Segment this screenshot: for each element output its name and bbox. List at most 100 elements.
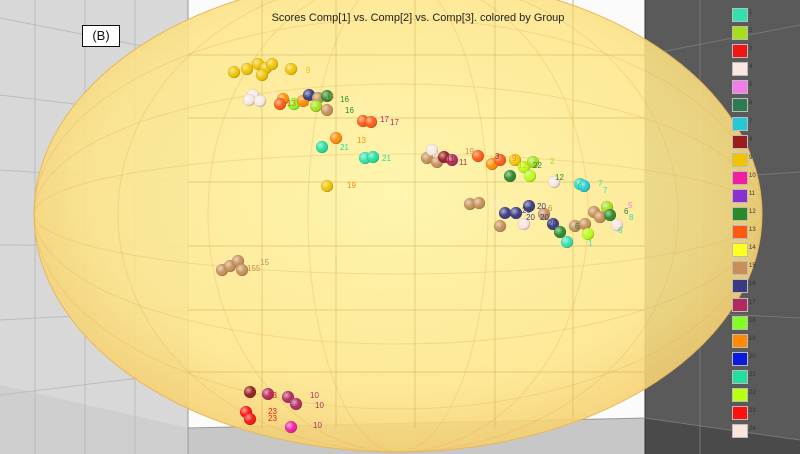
data-point-shading [254,95,266,107]
point-label: 10 [310,391,319,400]
data-point-shading [285,421,297,433]
data-point-shading [236,264,248,276]
legend-label: 13 [749,227,756,234]
point-label: 7 [598,179,603,188]
legend-item: 9 [730,151,756,169]
legend-label: 11 [749,190,756,197]
point-label: 15 [260,258,269,267]
point-label: 13 [287,99,296,108]
point-label: 23 [268,391,277,400]
data-point-shading [464,198,476,210]
data-point-shading [321,104,333,116]
legend-item: 22 [730,386,756,404]
point-label: 7 [603,186,608,195]
legend-label: 4 [749,64,753,71]
point-label: 9 [306,66,311,75]
data-point-shading [232,255,244,267]
confidence-ellipsoid [33,0,763,453]
data-point-shading [510,207,522,219]
data-point-shading [243,94,255,106]
data-point-shading [426,144,438,156]
point-label: 11 [446,155,455,164]
data-point-shading [524,170,536,182]
legend-item: 17 [730,296,756,314]
legend-label: 20 [749,353,756,360]
data-point-shading [518,218,530,230]
point-label: 10 [313,421,322,430]
data-point-shading [548,176,560,188]
group-legend: 1 2 3 4 5 6 7 8 9 10 11 12 13 14 15 16 17 18 19 20 21 22 23 24 [730,6,756,440]
legend-item: 12 [730,205,756,223]
legend-item: 10 [730,169,756,187]
data-point-shading [446,154,458,166]
data-point-shading [582,228,594,240]
point-label: 20 [522,206,531,215]
legend-swatch [732,207,748,222]
legend-item: 15 [730,259,756,277]
point-label: 5 [628,201,633,210]
legend-label: 19 [749,335,756,342]
legend-label: 2 [749,28,753,35]
legend-label: 1 [749,10,753,16]
legend-swatch [732,80,748,95]
data-point-shading [256,69,268,81]
legend-item: 23 [730,404,756,422]
legend-swatch [732,279,748,294]
legend-swatch [732,98,748,113]
legend-label: 9 [749,154,753,161]
legend-item: 20 [730,350,756,368]
data-point-shading [282,391,294,403]
data-point-shading [594,211,606,223]
legend-item: 6 [730,96,756,114]
data-point-shading [285,63,297,75]
point-label: 1 [588,239,593,248]
point-label: 20 [537,202,546,211]
data-point-shading [604,209,616,221]
point-label: 6 [624,207,629,216]
point-label: 155 [247,264,261,273]
data-point-shading [494,220,506,232]
legend-item: 1 [730,6,756,24]
point-label: 8 [629,213,634,222]
point-label: 12 [555,173,564,182]
point-label: 18 [325,92,334,101]
legend-label: 15 [749,263,756,270]
point-label: 22 [533,161,542,170]
point-label: 12 [518,161,527,170]
data-point-shading [365,116,377,128]
panel-label: (B) [82,25,120,47]
data-point-shading [578,180,590,192]
point-label: 20 [540,213,549,222]
legend-label: 16 [749,281,756,288]
legend-item: 16 [730,277,756,295]
data-point-shading [262,388,274,400]
point-label: 17 [380,115,389,124]
data-point-shading [266,58,278,70]
point-label: 20 [526,213,535,222]
data-point-shading [554,226,566,238]
legend-swatch [732,44,748,59]
legend-swatch [732,315,748,330]
data-point-shading [244,386,256,398]
data-point-shading [321,180,333,192]
point-label: 4 [520,221,525,230]
legend-item: 24 [730,422,756,440]
point-label: 16 [345,106,354,115]
point-label: 14 [574,181,583,190]
data-point-shading [518,161,530,173]
point-label: 18 [300,99,309,108]
data-point-shading [321,90,333,102]
point-label: 20 [492,200,501,209]
legend-swatch [732,152,748,167]
point-label: 3 [495,152,500,161]
legend-item: 19 [730,332,756,350]
data-point-shading [367,151,379,163]
data-point-shading [499,207,511,219]
legend-label: 7 [749,118,753,125]
point-label: 4 [270,90,275,99]
data-point-shading [290,398,302,410]
data-point-shading [611,219,623,231]
data-point-shading [494,154,506,166]
